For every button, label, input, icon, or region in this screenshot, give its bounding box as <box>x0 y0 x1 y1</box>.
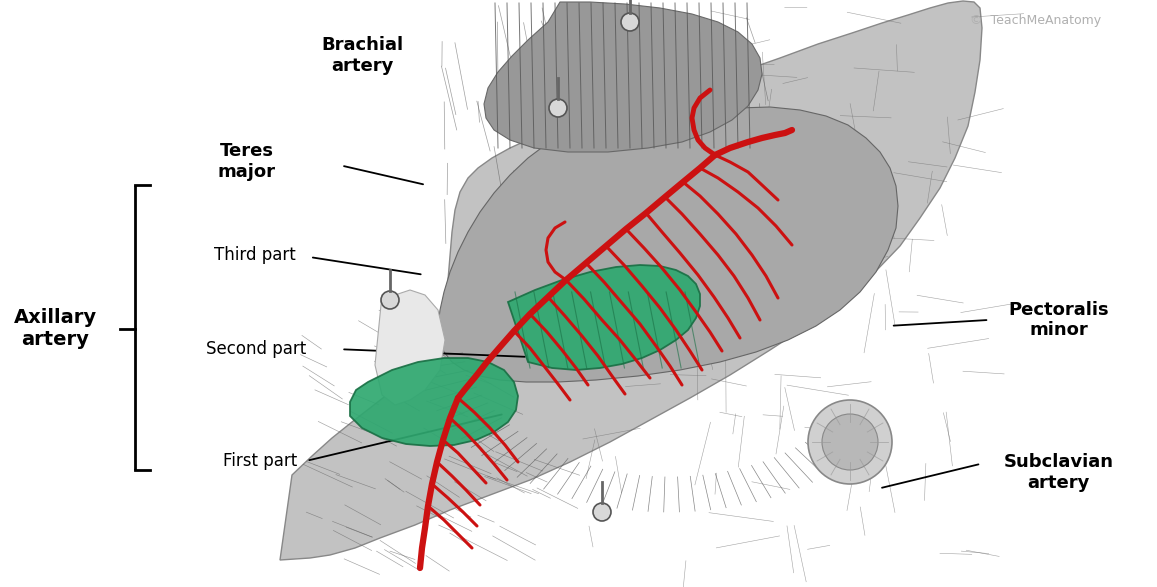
Circle shape <box>381 291 399 309</box>
Circle shape <box>621 13 639 31</box>
Text: Second part: Second part <box>206 340 307 358</box>
Circle shape <box>550 99 567 117</box>
Polygon shape <box>280 1 982 560</box>
Text: Pectoralis
minor: Pectoralis minor <box>1009 301 1108 339</box>
Circle shape <box>821 414 878 470</box>
Polygon shape <box>351 358 518 446</box>
Text: Axillary
artery: Axillary artery <box>14 308 97 349</box>
Text: Teres
major: Teres major <box>218 142 275 181</box>
Circle shape <box>808 400 892 484</box>
Polygon shape <box>484 2 762 152</box>
Circle shape <box>594 503 611 521</box>
Polygon shape <box>508 265 700 370</box>
Text: Subclavian
artery: Subclavian artery <box>1003 453 1114 492</box>
Text: Third part: Third part <box>214 247 296 264</box>
Text: ©  TeachMeAnatomy: © TeachMeAnatomy <box>970 14 1101 27</box>
Polygon shape <box>439 107 898 382</box>
Polygon shape <box>375 290 445 405</box>
Text: First part: First part <box>223 452 297 470</box>
Text: Brachial
artery: Brachial artery <box>322 36 403 75</box>
